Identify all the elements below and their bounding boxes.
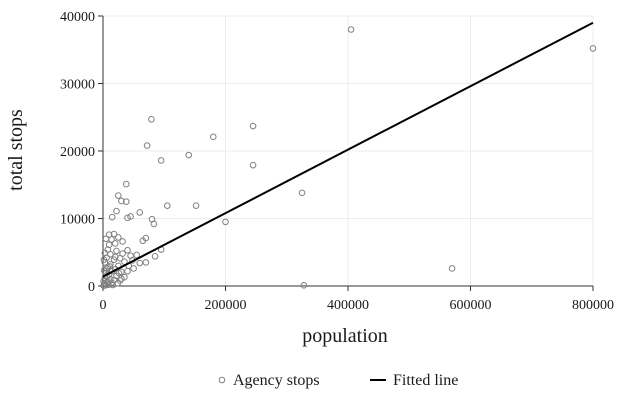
data-point: [139, 237, 147, 245]
grid-layer: [102, 15, 594, 287]
legend: Agency stops Fitted line: [218, 372, 458, 389]
data-point: [192, 202, 200, 209]
data-point: [143, 142, 151, 149]
axes-layer: [98, 15, 594, 291]
data-point: [300, 282, 308, 289]
y-tick-label: 30000: [60, 78, 95, 93]
x-tick-label: 400000: [327, 298, 369, 313]
data-point: [113, 207, 120, 215]
points-layer: [100, 26, 597, 289]
data-point: [448, 265, 456, 272]
data-point: [115, 234, 122, 241]
data-point: [133, 251, 140, 259]
data-point: [111, 253, 119, 261]
data-point: [589, 45, 597, 52]
data-point: [124, 214, 131, 222]
data-point: [185, 151, 193, 159]
data-point: [148, 115, 155, 123]
data-point: [118, 197, 125, 205]
data-point: [249, 161, 257, 169]
data-point: [136, 209, 144, 216]
data-point: [111, 240, 119, 247]
data-point: [108, 213, 116, 221]
data-point: [109, 281, 117, 289]
y-tick-label: 0: [88, 280, 95, 295]
data-point: [106, 263, 114, 270]
data-point: [124, 267, 131, 275]
data-point: [107, 250, 114, 258]
x-tick-label: 800000: [572, 298, 614, 313]
data-point: [222, 218, 229, 226]
data-point: [209, 133, 217, 141]
data-point: [101, 277, 109, 284]
legend-marker-agency-stops: [218, 376, 226, 384]
x-tick-label: 0: [100, 298, 107, 313]
x-tick-label: 200000: [205, 298, 247, 313]
y-tick-label: 40000: [60, 10, 95, 25]
data-point: [119, 238, 126, 245]
data-point: [136, 259, 144, 267]
data-point: [100, 256, 108, 263]
x-tick-label: 600000: [450, 298, 492, 313]
data-point: [164, 202, 171, 209]
data-point: [115, 269, 123, 277]
data-point: [122, 180, 130, 188]
data-point: [115, 192, 122, 199]
data-point: [110, 230, 118, 238]
data-point: [113, 247, 120, 255]
data-point: [118, 275, 125, 282]
fitted-line: [102, 21, 594, 278]
data-point: [157, 157, 165, 164]
data-point: [130, 265, 137, 272]
y-tick-label: 20000: [60, 145, 95, 160]
y-axis-title: total stops: [5, 109, 27, 191]
y-tick-label: 10000: [60, 213, 95, 228]
data-point: [122, 198, 130, 205]
data-point: [124, 246, 131, 254]
data-point: [347, 26, 355, 33]
data-point: [150, 220, 158, 228]
data-point: [102, 235, 110, 243]
data-point: [142, 259, 150, 266]
data-point: [298, 189, 306, 197]
data-point: [121, 273, 128, 281]
data-point: [151, 252, 159, 260]
data-point: [127, 213, 134, 220]
x-axis-title: population: [302, 325, 388, 347]
data-point: [119, 250, 126, 257]
data-point: [105, 281, 112, 288]
fitted-line-layer: [102, 21, 594, 278]
data-point: [249, 122, 257, 130]
legend-label-fitted-line: Fitted line: [393, 372, 458, 389]
legend-label-agency-stops: Agency stops: [233, 372, 320, 389]
data-point: [105, 241, 113, 249]
data-point: [108, 236, 115, 243]
